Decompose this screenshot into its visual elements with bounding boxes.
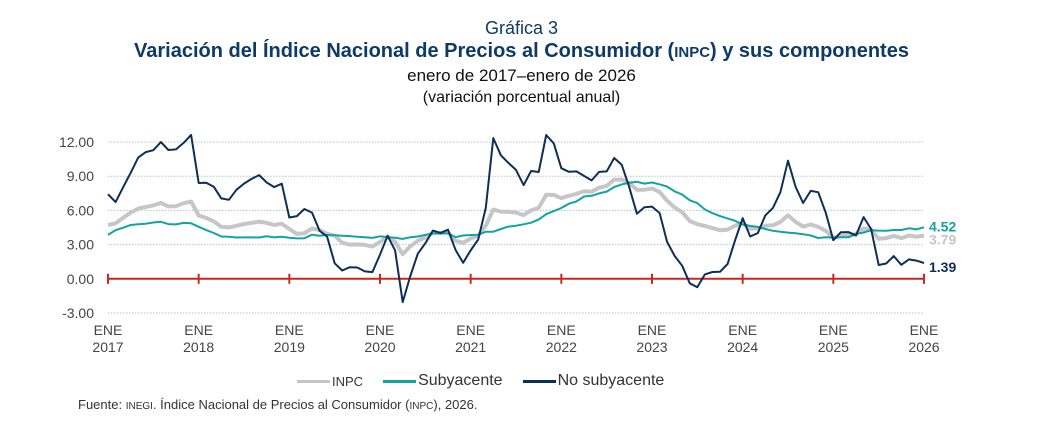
legend-swatch-subyacente	[383, 379, 417, 383]
x-tick-label-year: 2025	[818, 339, 849, 355]
x-tick-label-year: 2023	[636, 339, 667, 355]
legend-label-subyacente: Subyacente	[418, 372, 503, 389]
y-tick-label: 9.00	[67, 168, 94, 184]
x-axis: ENE2017ENE2018ENE2019ENE2020ENE2021ENE20…	[92, 322, 939, 355]
legend-swatch-inpc	[297, 379, 330, 383]
y-tick-label: 0.00	[67, 271, 94, 287]
legend-item-no-subyacente: No subyacente	[522, 372, 665, 390]
x-tick-label-month: ENE	[366, 322, 395, 338]
x-tick-label-month: ENE	[184, 322, 213, 338]
y-tick-label: -3.00	[62, 305, 94, 321]
y-tick-label: 6.00	[67, 202, 94, 218]
series-lines	[107, 133, 925, 304]
legend-label-no-subyacente: No subyacente	[557, 372, 665, 389]
x-tick-label-year: 2022	[546, 339, 577, 355]
figure-number: Gráfica 3	[484, 18, 559, 38]
x-tick-label-year: 2018	[183, 339, 214, 355]
y-tick-label: 12.00	[59, 134, 94, 150]
source-mid: . Índice Nacional de Precios al Consumid…	[152, 397, 410, 412]
end-label-no-subyacente: 1.39	[929, 259, 956, 275]
legend-swatch-no-subyacente	[522, 379, 556, 383]
x-tick-label-year: 2019	[274, 339, 305, 355]
legend: INPC Subyacente No subyacente	[297, 372, 684, 390]
x-tick-label-year: 2021	[455, 339, 486, 355]
legend-item-subyacente: Subyacente	[383, 372, 503, 390]
source-note: Fuente: INEGI. Índice Nacional de Precio…	[78, 397, 477, 412]
title-part1: Variación del Índice Nacional de Precios…	[134, 40, 675, 62]
x-tick-label-month: ENE	[547, 322, 576, 338]
x-tick-label-month: ENE	[638, 322, 667, 338]
x-tick-label-year: 2020	[364, 339, 395, 355]
end-labels: 3.794.52 1.39	[929, 218, 956, 275]
zero-axis-line	[107, 273, 925, 284]
series-line-subyacente	[107, 180, 925, 240]
end-label-subyacente: 4.52	[929, 218, 956, 234]
gridlines	[108, 141, 924, 314]
end-label-inpc: 3.79	[929, 232, 956, 248]
x-tick-label-month: ENE	[728, 322, 757, 338]
source-org: INEGI	[125, 401, 153, 412]
x-tick-label-year: 2026	[908, 339, 939, 355]
x-tick-label-year: 2017	[92, 339, 123, 355]
x-tick-label-year: 2024	[727, 339, 758, 355]
y-tick-label: 3.00	[67, 237, 94, 253]
title-abbrev: INPC	[674, 44, 711, 61]
source-suffix: ), 2026.	[433, 397, 478, 412]
title-part2: ) y sus componentes	[710, 40, 909, 62]
x-tick-label-month: ENE	[819, 322, 848, 338]
chart-units: (variación porcentual anual)	[422, 89, 621, 106]
series-line-no-subyacente	[107, 133, 925, 304]
x-tick-label-month: ENE	[910, 322, 939, 338]
x-tick-label-month: ENE	[275, 322, 304, 338]
chart-title: Variación del Índice Nacional de Precios…	[0, 40, 1043, 63]
y-axis: 12.00 9.00 6.00 3.00 0.00 -3.00	[59, 134, 94, 321]
legend-label-inpc: INPC	[332, 373, 364, 389]
chart-subtitle: enero de 2017–enero de 2026	[407, 66, 636, 85]
x-tick-label-month: ENE	[456, 322, 485, 338]
source-prefix: Fuente:	[78, 397, 126, 412]
series-line-inpc	[107, 177, 925, 257]
x-tick-label-month: ENE	[94, 322, 123, 338]
source-abbrev: INPC	[409, 401, 434, 412]
legend-item-inpc: INPC	[297, 374, 363, 389]
